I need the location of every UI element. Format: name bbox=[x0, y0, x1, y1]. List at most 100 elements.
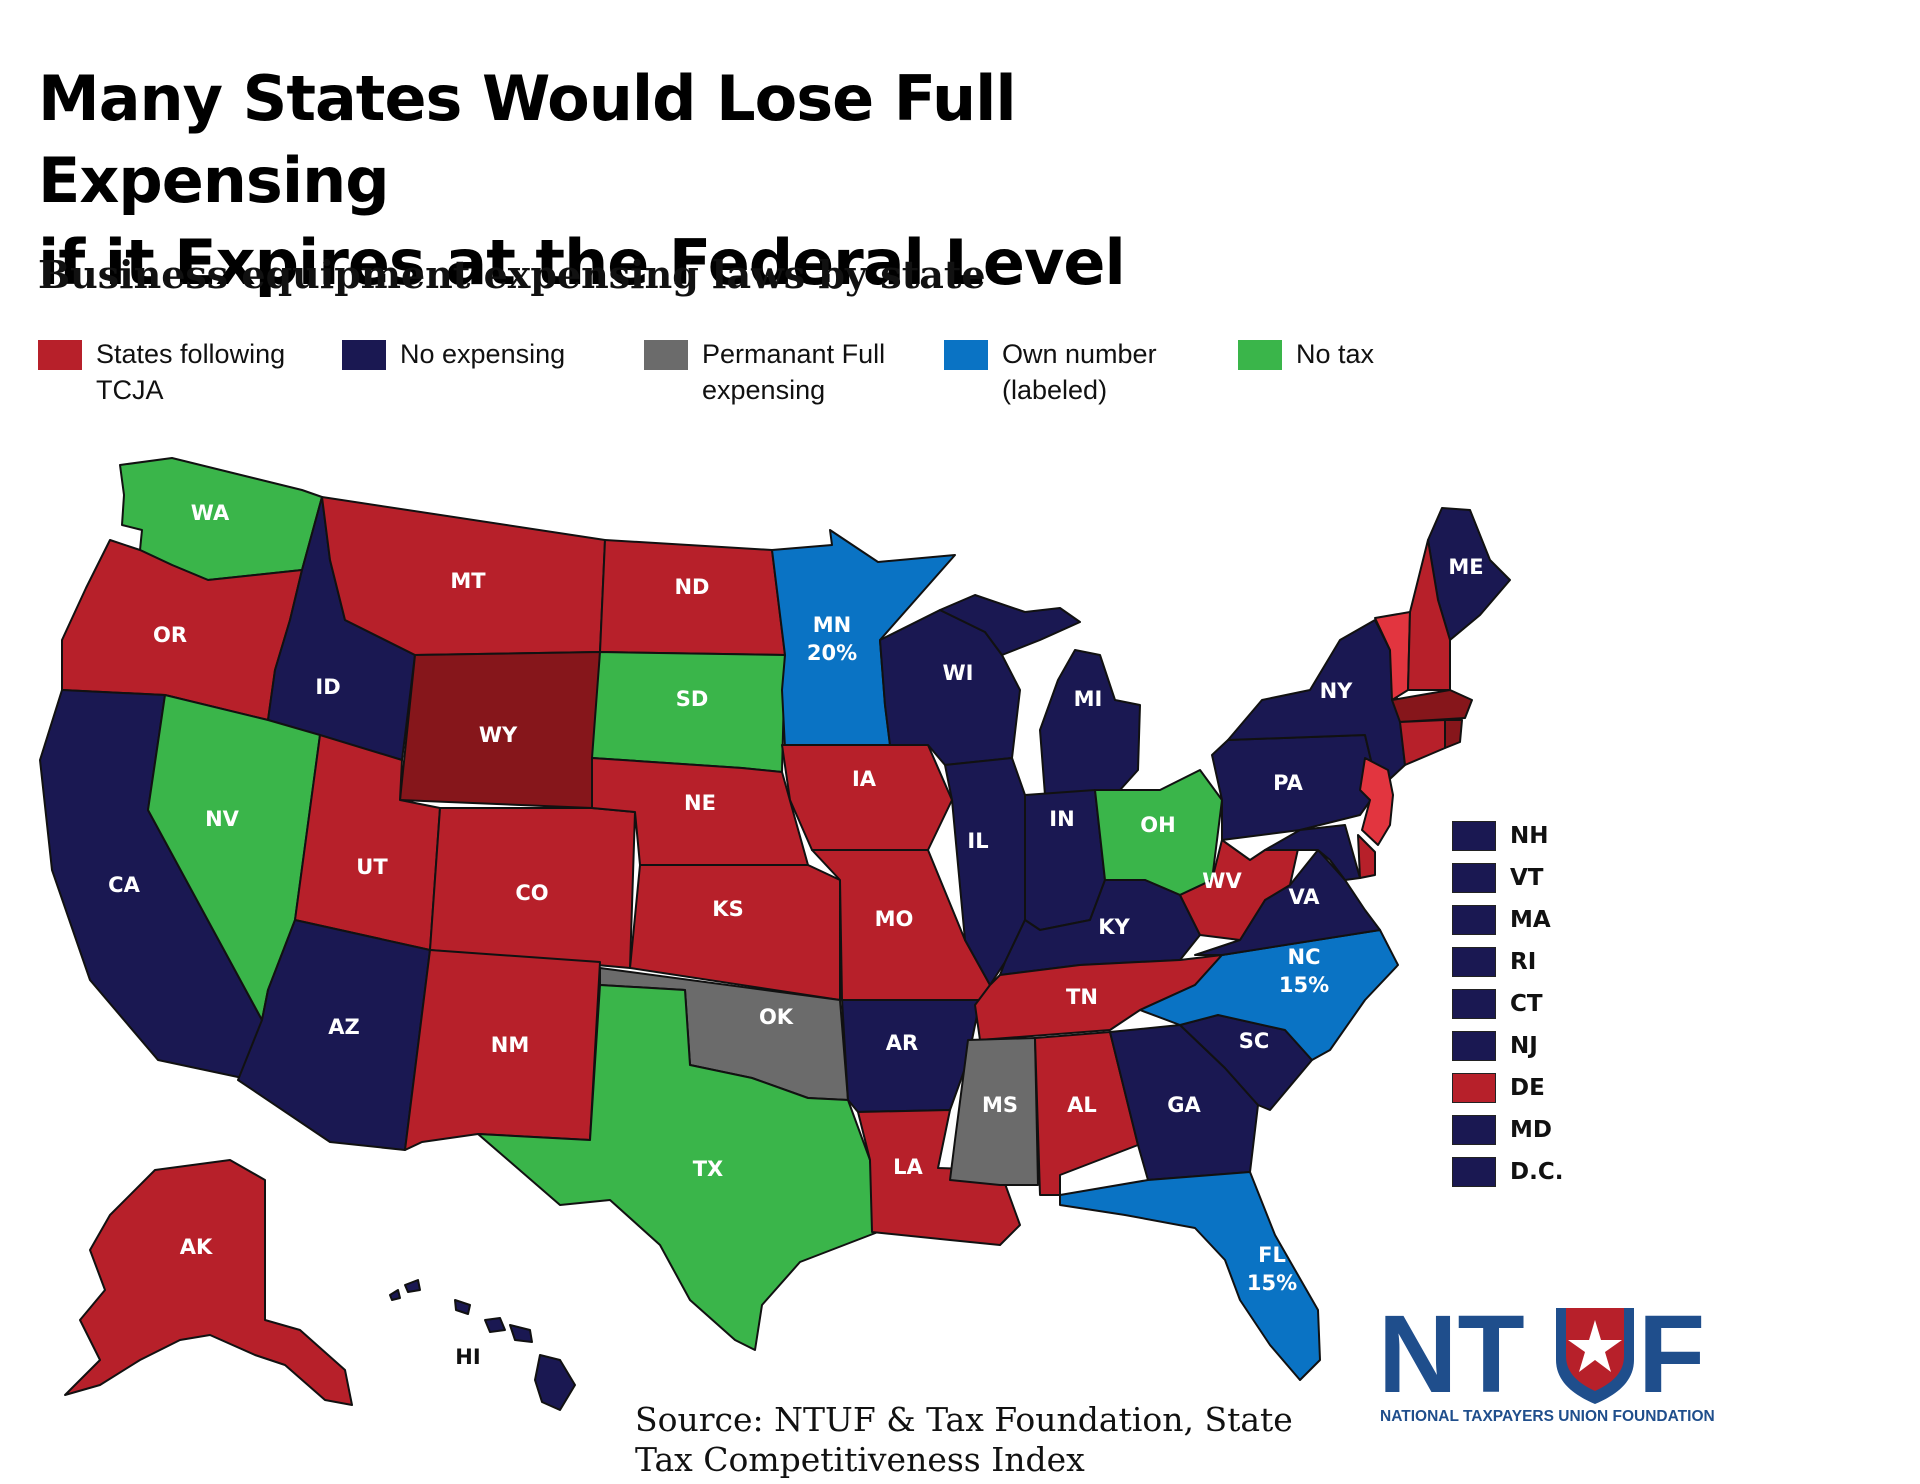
subtitle: Business equipment expensing laws by sta… bbox=[38, 252, 986, 297]
state-label-AR: AR bbox=[886, 1031, 918, 1055]
state-AK[interactable] bbox=[64, 1159, 353, 1406]
state-label-ID: ID bbox=[315, 675, 340, 699]
small-state-row: VT bbox=[1452, 862, 1544, 894]
shield-star-icon bbox=[1556, 1308, 1634, 1404]
logo-tagline: NATIONAL TAXPAYERS UNION FOUNDATION bbox=[1380, 1408, 1715, 1425]
state-label-MS: MS bbox=[982, 1093, 1018, 1117]
state-label-OH: OH bbox=[1140, 813, 1175, 837]
state-TX[interactable] bbox=[477, 984, 879, 1351]
state-NH[interactable] bbox=[1407, 539, 1451, 691]
source-line-1: Source: NTUF & Tax Foundation, State bbox=[635, 1400, 1293, 1439]
small-state-label: RI bbox=[1510, 949, 1537, 975]
state-FL[interactable] bbox=[1059, 1171, 1321, 1381]
state-label-WA: WA bbox=[191, 501, 230, 525]
state-LA[interactable] bbox=[857, 1109, 1021, 1246]
small-state-row: DE bbox=[1452, 1072, 1545, 1104]
page-title: Many States Would Lose Full Expensing if… bbox=[38, 58, 1338, 304]
small-state-label: DE bbox=[1510, 1075, 1545, 1101]
state-MD[interactable] bbox=[1264, 824, 1361, 881]
legend-swatch-notax bbox=[1238, 340, 1282, 370]
legend-label-tcja-line1: States following bbox=[96, 339, 286, 369]
small-state-swatch bbox=[1452, 1115, 1496, 1145]
small-state-swatch bbox=[1452, 905, 1496, 935]
state-CO[interactable] bbox=[429, 807, 636, 969]
source-note: Source: NTUF & Tax Foundation, State Tax… bbox=[635, 1400, 1293, 1480]
state-label-OK: OK bbox=[759, 1005, 794, 1029]
ntuf-logo-mark: NT F bbox=[1378, 1293, 1705, 1416]
state-label-AZ: AZ bbox=[328, 1015, 359, 1039]
state-label-NC: NC bbox=[1288, 945, 1321, 969]
state-VT[interactable] bbox=[1374, 611, 1411, 701]
legend-swatch-own bbox=[944, 340, 988, 370]
state-label-CO: CO bbox=[515, 881, 548, 905]
state-label-SD: SD bbox=[676, 687, 709, 711]
state-label-WY: WY bbox=[479, 723, 518, 747]
legend-item-own: Own number (labeled) bbox=[944, 336, 1157, 408]
small-state-swatch bbox=[1452, 989, 1496, 1019]
state-label-KS: KS bbox=[712, 897, 743, 921]
small-state-label: NH bbox=[1510, 823, 1549, 849]
state-DE[interactable] bbox=[1357, 834, 1376, 879]
state-label-NM: NM bbox=[491, 1033, 529, 1057]
small-state-row: NJ bbox=[1452, 1030, 1538, 1062]
state-AR[interactable] bbox=[841, 999, 981, 1113]
state-CT[interactable] bbox=[1399, 719, 1446, 766]
state-label-AL: AL bbox=[1067, 1093, 1097, 1117]
small-state-label: VT bbox=[1510, 865, 1544, 891]
state-label-OR: OR bbox=[153, 623, 187, 647]
state-label-IL: IL bbox=[967, 829, 988, 853]
state-label-VA: VA bbox=[1288, 885, 1320, 909]
state-label-TX: TX bbox=[693, 1157, 724, 1181]
logo-letters-nt: NT bbox=[1378, 1300, 1525, 1410]
state-RI[interactable] bbox=[1444, 719, 1463, 749]
state-label-WV: WV bbox=[1202, 869, 1242, 893]
legend-label-none: No expensing bbox=[400, 339, 566, 369]
state-MA[interactable] bbox=[1391, 689, 1473, 723]
small-state-row: MD bbox=[1452, 1114, 1552, 1146]
small-state-row: CT bbox=[1452, 988, 1543, 1020]
state-label-MO: MO bbox=[875, 907, 914, 931]
small-state-row: NH bbox=[1452, 820, 1549, 852]
legend-item-tcja: States following TCJA bbox=[38, 336, 285, 408]
source-line-2: Tax Competitiveness Index bbox=[635, 1440, 1085, 1479]
small-state-swatch bbox=[1452, 821, 1496, 851]
state-label-MN: MN bbox=[813, 613, 851, 637]
state-IA[interactable] bbox=[781, 744, 953, 851]
state-label-NY: NY bbox=[1320, 679, 1354, 703]
legend-item-perm: Permanant Full expensing bbox=[644, 336, 885, 408]
state-label-WI: WI bbox=[943, 661, 974, 685]
small-state-row: RI bbox=[1452, 946, 1536, 978]
legend-label-perm-line1: Permanant Full bbox=[702, 339, 886, 369]
state-value-FL: 15% bbox=[1247, 1271, 1297, 1295]
small-state-label: CT bbox=[1510, 991, 1543, 1017]
state-labels: WA OR CA ID NV MT WY UT AZ CO NM ND SD NE KS OK TX MN 20% I… bbox=[108, 501, 1483, 1369]
legend-label-perm-line2: expensing bbox=[702, 375, 826, 405]
state-value-MN: 20% bbox=[807, 641, 857, 665]
small-state-row: D.C. bbox=[1452, 1156, 1563, 1188]
state-HI[interactable] bbox=[389, 1279, 576, 1411]
state-label-LA: LA bbox=[893, 1155, 923, 1179]
small-state-label: MA bbox=[1510, 907, 1551, 933]
legend: States following TCJA No expensing Perma… bbox=[38, 336, 1438, 416]
small-state-label: NJ bbox=[1510, 1033, 1538, 1059]
legend-swatch-perm bbox=[644, 340, 688, 370]
legend-label-own-line2: (labeled) bbox=[1002, 375, 1108, 405]
small-state-swatch bbox=[1452, 1031, 1496, 1061]
title-line-2: if it Expires at the Federal Level bbox=[38, 226, 1126, 299]
state-MI[interactable] bbox=[1039, 649, 1141, 796]
state-label-ME: ME bbox=[1448, 555, 1483, 579]
state-NC[interactable] bbox=[1139, 929, 1399, 1061]
state-label-MI: MI bbox=[1074, 687, 1103, 711]
logo-letter-f: F bbox=[1638, 1300, 1705, 1410]
legend-label-tcja-line2: TCJA bbox=[96, 375, 164, 405]
state-label-FL: FL bbox=[1258, 1243, 1286, 1267]
state-NJ[interactable] bbox=[1359, 757, 1394, 846]
legend-item-notax: No tax bbox=[1238, 336, 1374, 372]
state-value-NC: 15% bbox=[1279, 973, 1329, 997]
state-SD[interactable] bbox=[591, 651, 786, 773]
state-label-ND: ND bbox=[674, 575, 709, 599]
state-label-NV: NV bbox=[205, 807, 240, 831]
small-state-swatch bbox=[1452, 1073, 1496, 1103]
state-MI-UP[interactable] bbox=[939, 594, 1081, 656]
